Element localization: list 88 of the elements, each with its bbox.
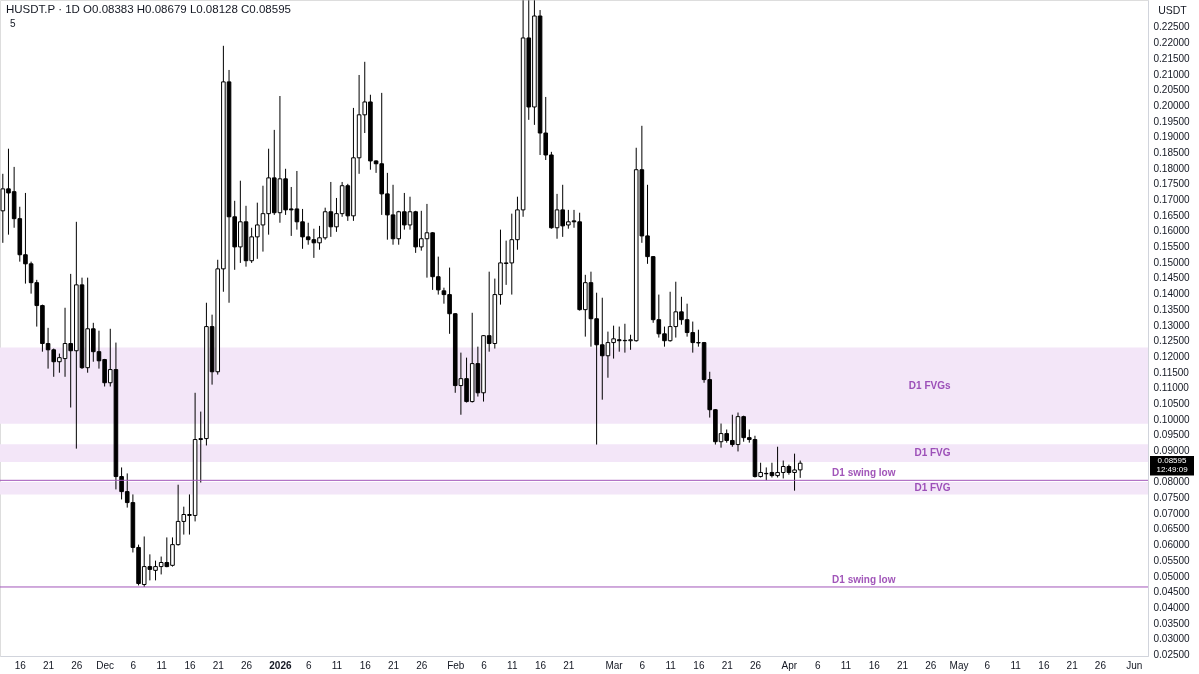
ref-line-label: D1 swing low	[832, 467, 896, 479]
y-tick-label: 0.14500	[1153, 272, 1191, 284]
x-tick-label: 21	[1066, 659, 1079, 671]
annotation: 5	[10, 18, 16, 29]
y-axis-title: USDT	[1158, 3, 1188, 16]
y-tick-label: 0.15500	[1153, 241, 1191, 253]
text: 0.08595 12:49:09	[1156, 456, 1189, 475]
y-tick-label: 0.16000	[1153, 225, 1191, 237]
y-tick-label: 0.13500	[1153, 303, 1191, 315]
x-tick-label: 21	[896, 659, 909, 671]
y-tick-label: 0.10000	[1153, 413, 1191, 425]
band-label: D1 FVGs	[908, 379, 951, 391]
y-tick-label: 0.10500	[1153, 397, 1191, 409]
y-tick-label: 0.21500	[1153, 52, 1191, 64]
x-tick-label: Dec	[96, 659, 115, 671]
x-tick-label: 26	[749, 659, 762, 671]
x-tick-label: 6	[130, 659, 137, 671]
x-tick-label: 6	[814, 659, 821, 671]
x-tick-label: 2026	[269, 659, 292, 671]
y-tick-label: 0.03000	[1153, 633, 1191, 645]
y-tick-label: 0.14000	[1153, 288, 1191, 300]
y-tick-label: 0.04000	[1153, 601, 1191, 613]
y-tick-label: 0.12500	[1153, 335, 1191, 347]
x-tick-label: 21	[721, 659, 734, 671]
x-tick-label: 16	[184, 659, 196, 671]
y-tick-label: 0.02500	[1153, 648, 1191, 660]
y-tick-label: 0.17000	[1153, 194, 1191, 206]
x-tick-label: 21	[43, 659, 55, 671]
x-tick-label: 16	[535, 659, 547, 671]
x-tick-label: 26	[925, 659, 937, 671]
y-tick-label: 0.05000	[1153, 570, 1191, 582]
x-tick-label: 21	[563, 659, 575, 671]
y-tick-label: 0.16500	[1153, 209, 1191, 221]
y-tick-label: 0.22500	[1153, 21, 1191, 33]
y-tick-label: 0.15000	[1153, 256, 1191, 268]
y-tick-label: 0.06000	[1153, 539, 1191, 551]
x-tick-label: 26	[240, 659, 253, 671]
band-label: D1 FVG	[914, 447, 951, 459]
x-tick-label: 21	[212, 659, 225, 671]
chart-title: HUSDT.P · 1D O0.08383 H0.08679 L0.08128 C0.08595	[6, 3, 291, 15]
x-tick-label: 26	[416, 659, 428, 671]
y-tick-label: 0.19500	[1153, 115, 1191, 127]
y-tick-label: 0.17500	[1153, 178, 1191, 190]
y-tick-label: 0.05500	[1153, 554, 1191, 566]
x-tick-label: 11	[331, 659, 343, 671]
y-tick-label: 0.08000	[1153, 476, 1191, 488]
y-tick-label: 0.22000	[1153, 37, 1191, 49]
y-tick-label: 0.13000	[1153, 319, 1191, 331]
x-tick-label: 6	[481, 659, 488, 671]
y-tick-label: 0.06500	[1153, 523, 1191, 535]
x-tick-label: 16	[868, 659, 881, 671]
y-tick-label: 0.04500	[1153, 586, 1191, 598]
x-tick-label: 11	[1010, 659, 1022, 671]
y-tick-label: 0.18500	[1153, 146, 1191, 158]
y-tick-label: 0.12000	[1153, 350, 1191, 362]
x-tick-label: 6	[639, 659, 646, 671]
x-tick-label: 16	[693, 659, 705, 671]
x-tick-label: Jun	[1126, 659, 1143, 671]
x-tick-label: 16	[359, 659, 372, 671]
y-tick-label: 0.11000	[1153, 382, 1190, 394]
x-tick-label: 21	[387, 659, 400, 671]
x-tick-label: 26	[71, 659, 83, 671]
y-tick-label: 0.09000	[1153, 445, 1191, 457]
x-tick-label: 6	[984, 659, 991, 671]
y-tick-label: 0.20000	[1153, 99, 1191, 111]
x-tick-label: 11	[507, 659, 518, 671]
y-tick-label: 0.07000	[1153, 507, 1191, 519]
x-tick-label: 16	[14, 659, 27, 671]
x-tick-label: 11	[665, 659, 677, 671]
x-tick-label: 11	[156, 659, 168, 671]
y-tick-label: 0.18000	[1153, 162, 1191, 174]
y-tick-label: 0.03500	[1153, 617, 1191, 629]
y-tick-label: 0.09500	[1153, 429, 1191, 441]
x-tick-label: 6	[305, 659, 312, 671]
y-tick-label: 0.19000	[1153, 131, 1191, 143]
y-tick-label: 0.07500	[1153, 492, 1191, 504]
band-label: D1 FVG	[914, 482, 951, 494]
y-tick-label: 0.21000	[1153, 68, 1191, 80]
x-tick-label: 16	[1038, 659, 1050, 671]
ref-line-label: D1 swing low	[832, 573, 896, 585]
x-tick-label: Mar	[605, 659, 624, 671]
x-tick-label: May	[949, 659, 969, 671]
x-tick-label: 26	[1094, 659, 1107, 671]
x-tick-label: 11	[840, 659, 852, 671]
y-tick-label: 0.11500	[1153, 366, 1190, 378]
x-tick-label: Apr	[781, 659, 798, 671]
x-tick-label: Feb	[447, 659, 465, 671]
y-tick-label: 0.20500	[1153, 84, 1191, 96]
